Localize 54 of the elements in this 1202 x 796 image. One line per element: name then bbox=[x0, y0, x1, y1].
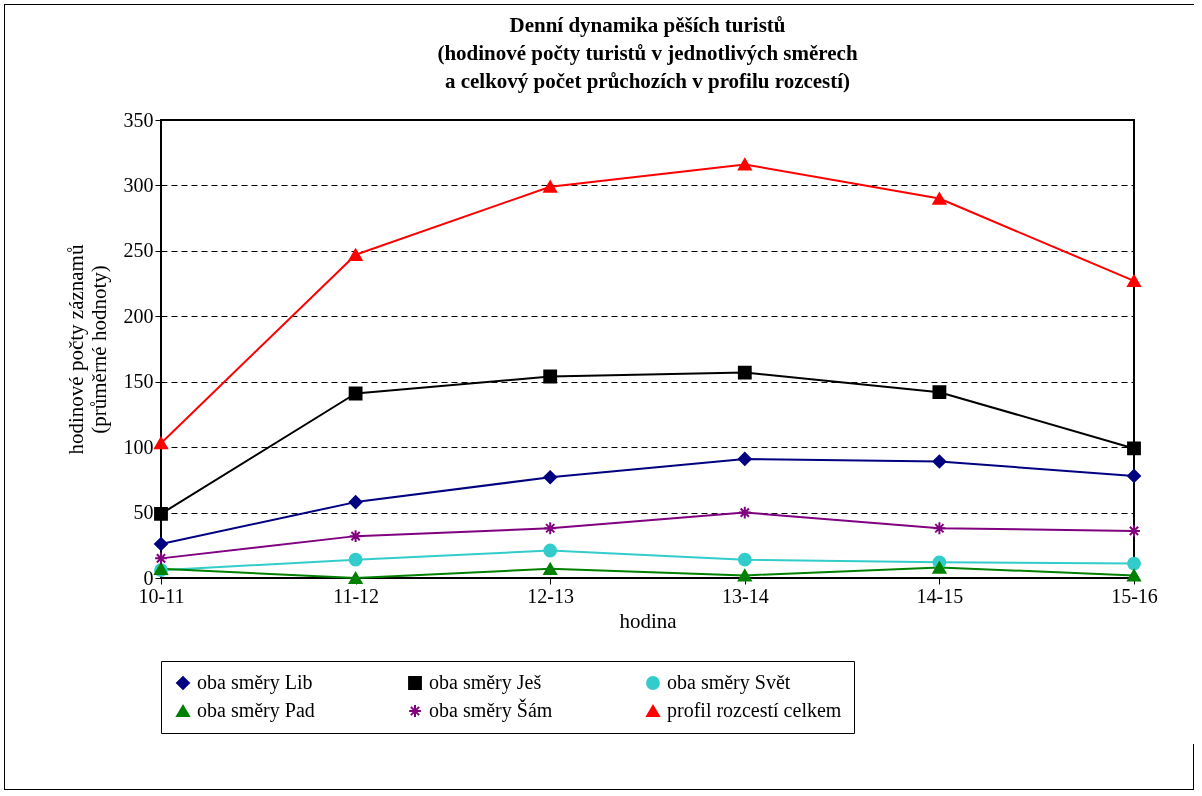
x-tick-label: 15-16 bbox=[1111, 584, 1158, 607]
point bbox=[737, 452, 752, 466]
point bbox=[154, 437, 168, 450]
point bbox=[348, 386, 363, 401]
point bbox=[737, 158, 752, 171]
point bbox=[348, 529, 363, 544]
point bbox=[737, 365, 752, 380]
point bbox=[543, 369, 558, 384]
point bbox=[543, 180, 558, 193]
y-tick-label: 150 bbox=[123, 370, 154, 393]
x-tick-label: 14-15 bbox=[916, 584, 964, 607]
point bbox=[932, 385, 947, 400]
point bbox=[1127, 274, 1141, 288]
point bbox=[154, 551, 168, 566]
chart-title: Denní dynamika pěších turistů (hodinové počty turistů v jednotlivých směrech a celkový počet průchozích v profilu rozcestí) bbox=[437, 13, 858, 93]
point bbox=[543, 562, 558, 575]
point bbox=[737, 569, 752, 582]
point bbox=[737, 505, 752, 520]
point bbox=[348, 248, 363, 261]
y-tick-label: 100 bbox=[123, 435, 154, 458]
x-tick-label: 13-14 bbox=[721, 584, 769, 607]
point bbox=[543, 521, 558, 536]
point bbox=[348, 552, 363, 567]
y-tick-label: 300 bbox=[123, 173, 154, 196]
point bbox=[737, 552, 752, 567]
point bbox=[1127, 441, 1141, 456]
point bbox=[932, 192, 947, 205]
point bbox=[932, 561, 947, 574]
legend-label: oba směry Lib bbox=[197, 671, 313, 694]
legend-label: oba směry Pad bbox=[197, 699, 315, 722]
y-tick-label: 350 bbox=[123, 108, 154, 131]
legend-label: oba směry Svět bbox=[667, 671, 791, 694]
legend-label: profil rozcestí celkem bbox=[667, 699, 842, 722]
y-tick-label: 200 bbox=[123, 304, 154, 327]
y-tick-label: 50 bbox=[133, 501, 154, 524]
point bbox=[154, 506, 168, 521]
legend-label: oba směry Ješ bbox=[429, 671, 542, 694]
point bbox=[154, 537, 168, 551]
x-tick-label: 12-13 bbox=[527, 584, 575, 607]
point bbox=[1127, 556, 1141, 571]
point bbox=[1127, 569, 1141, 582]
point bbox=[932, 454, 947, 469]
point bbox=[348, 571, 363, 585]
x-axis-title: hodina bbox=[619, 608, 678, 633]
point bbox=[543, 543, 558, 558]
point bbox=[932, 521, 947, 536]
point bbox=[348, 495, 363, 510]
y-axis-title: hodinové počty záznamů (průměrné hodnoty) bbox=[63, 244, 111, 455]
x-tick-label: 11-12 bbox=[333, 584, 380, 607]
y-tick-label: 250 bbox=[123, 239, 154, 262]
point bbox=[1127, 523, 1141, 538]
point bbox=[1127, 469, 1141, 483]
legend-label: oba směry Šám bbox=[429, 698, 553, 722]
point bbox=[543, 470, 558, 485]
